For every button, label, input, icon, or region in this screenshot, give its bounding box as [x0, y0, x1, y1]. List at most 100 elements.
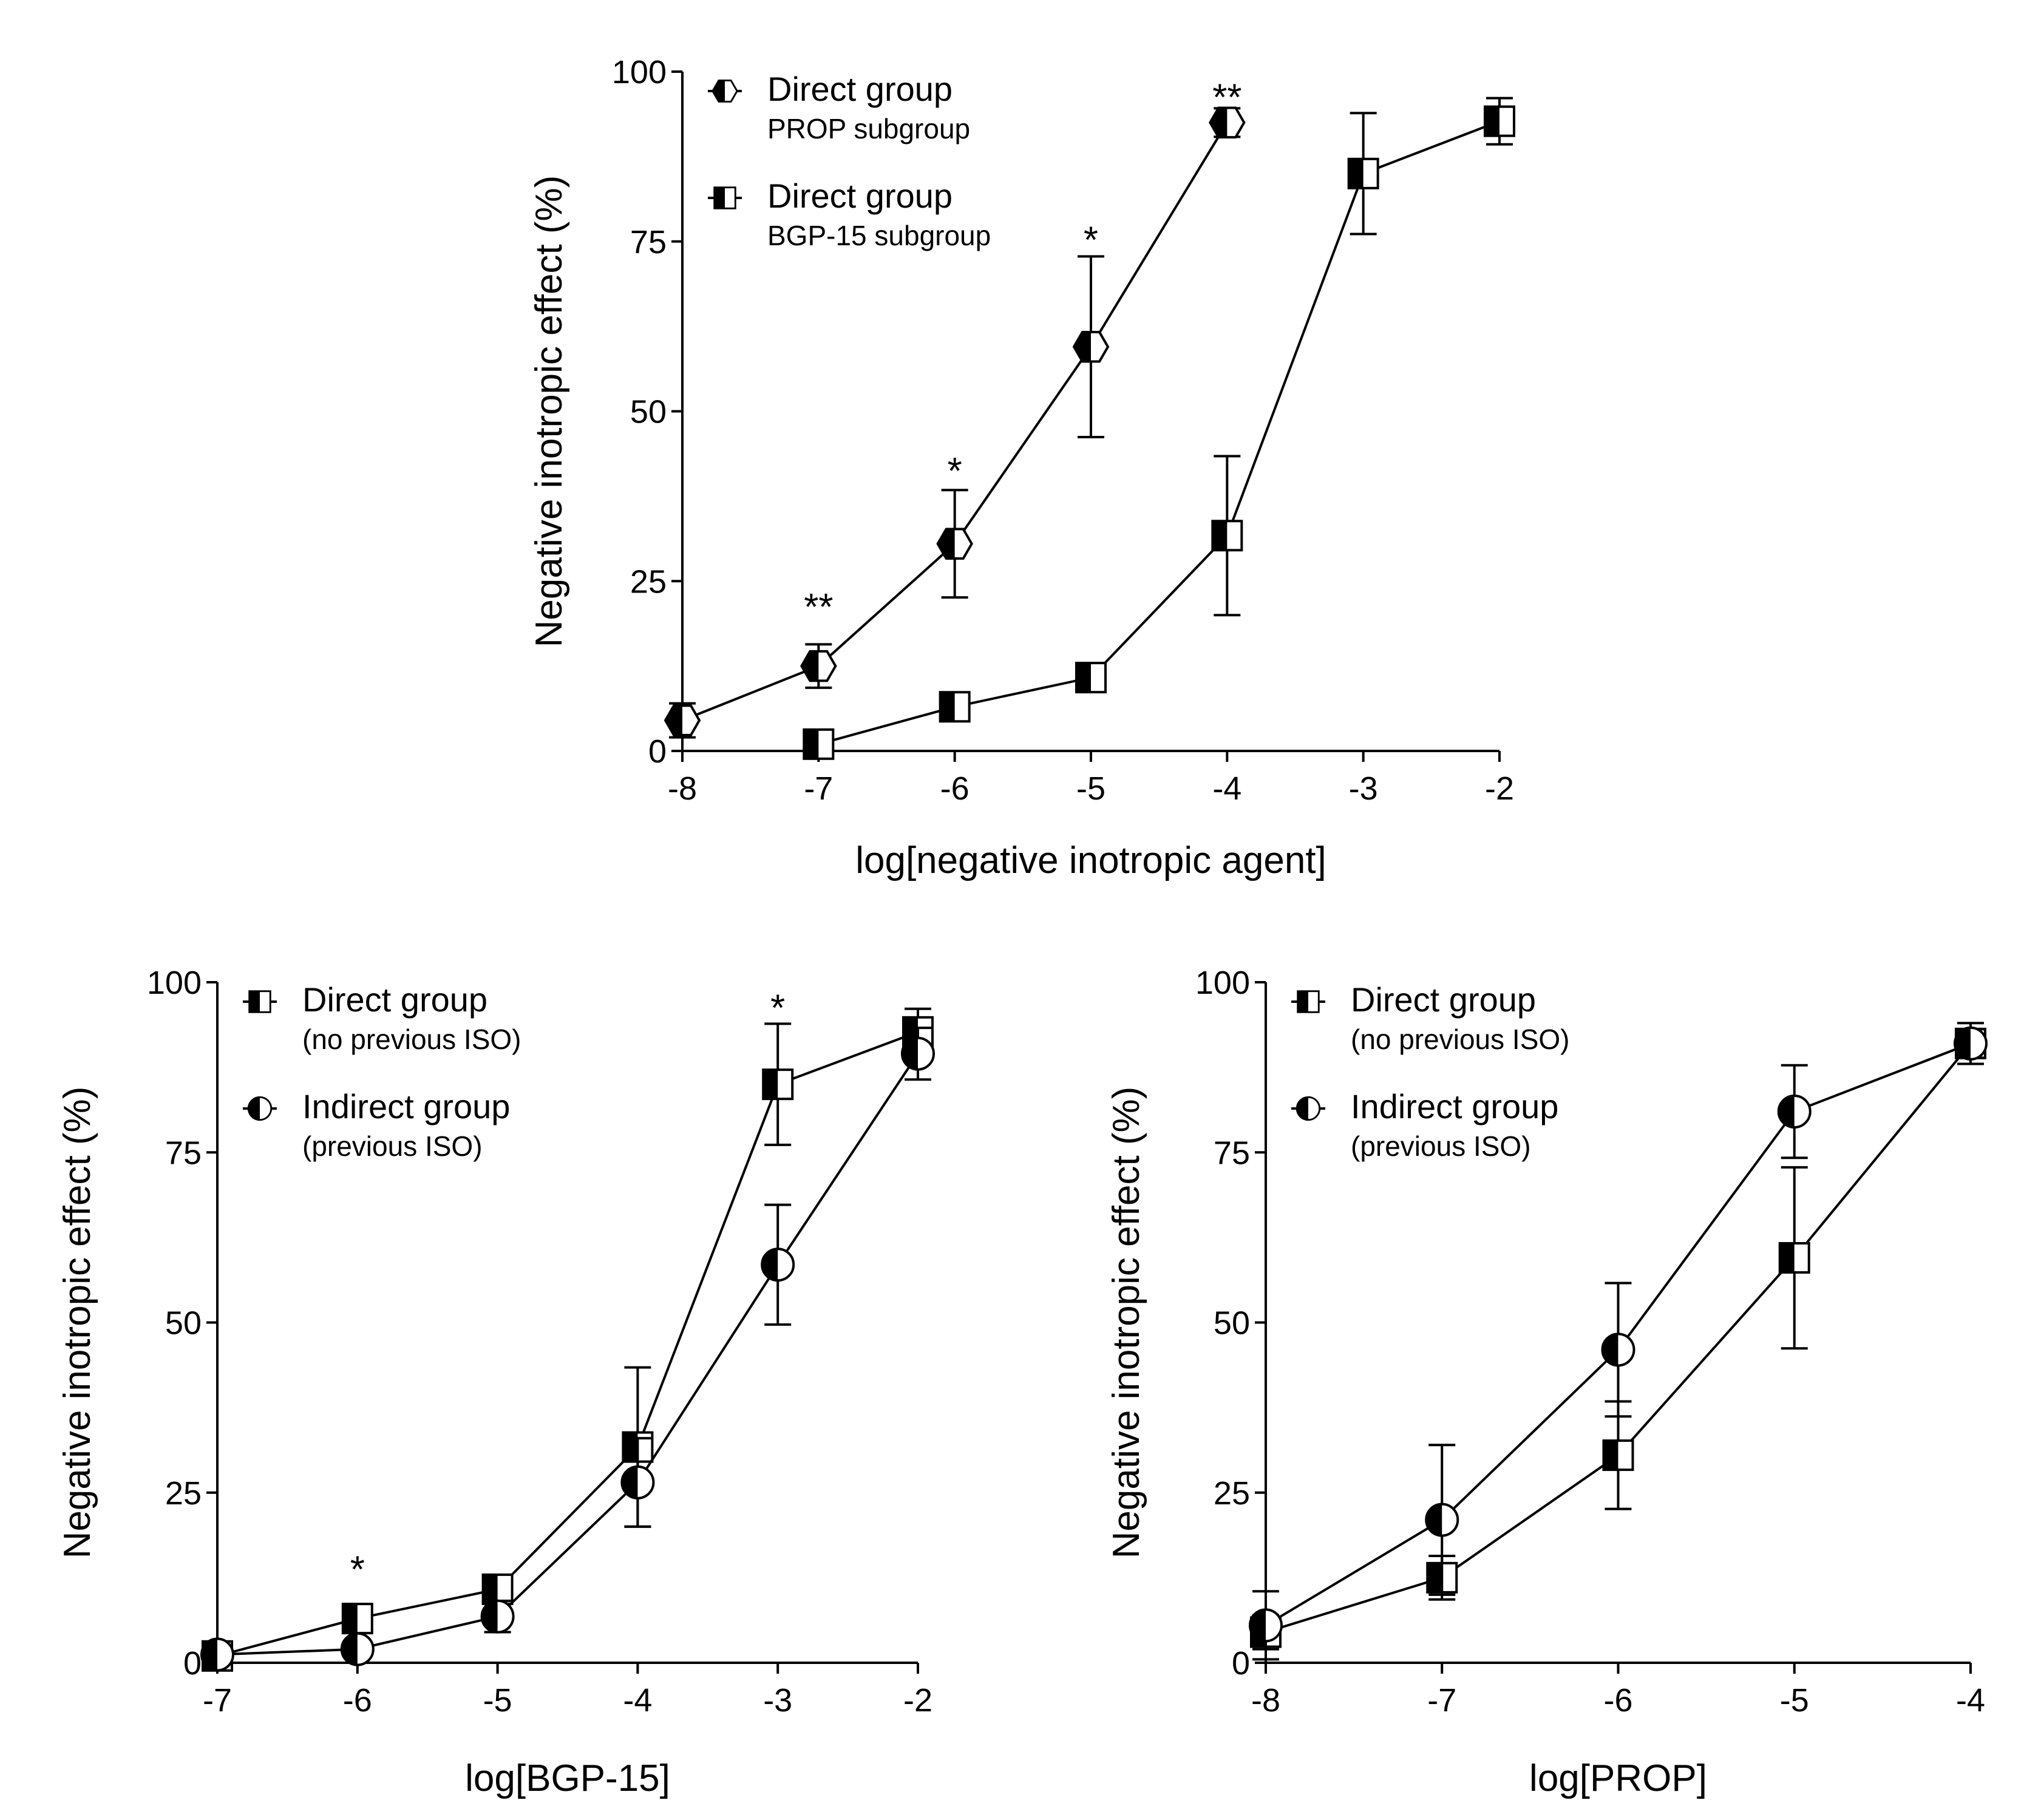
panel-bottom-left: 0 25 50 75 100 -7 -6 -5 -4 -3 -2 log[BGP-15] Negativ… — [56, 965, 935, 1799]
series-line-1 — [818, 120, 1500, 745]
legend-sublabel: (previous ISO) — [302, 1130, 483, 1162]
x-tick-label: -3 — [763, 1682, 792, 1719]
data-point-s1-4 — [761, 1248, 795, 1282]
y-tick-label: 75 — [1214, 1135, 1250, 1171]
legend-marker-1 — [713, 186, 736, 209]
data-point-s0-1-fill — [342, 1604, 358, 1634]
significance-marker: * — [1084, 220, 1098, 262]
data-point-s1-2-fill — [1076, 663, 1091, 693]
y-tick-label: 100 — [147, 965, 202, 1001]
legend-marker-0-fill — [249, 991, 260, 1013]
data-point-s1-3-fill — [1778, 1095, 1795, 1127]
legend-marker-1 — [247, 1096, 273, 1121]
data-point-s1-2 — [480, 1599, 515, 1634]
y-tick-label: 0 — [648, 733, 667, 770]
panel-top: 0 25 50 75 100 -8 -7 -6 -5 -4 -3 -2 log[negative ino… — [528, 54, 1515, 881]
legend-marker-1 — [1296, 1096, 1321, 1121]
y-tick-label: 0 — [1232, 1645, 1250, 1682]
data-point-s1-3-fill — [622, 1466, 638, 1498]
x-axis-label: log[BGP-15] — [465, 1757, 670, 1799]
data-point-s0-0-fill — [665, 705, 682, 735]
legend-marker-0-fill — [1297, 991, 1308, 1013]
data-point-s1-1 — [1425, 1503, 1459, 1537]
x-tick-label: -2 — [903, 1682, 932, 1719]
data-point-s0-2 — [481, 1573, 514, 1605]
legend-label: Direct group — [767, 177, 953, 215]
series-line-1 — [217, 1053, 919, 1656]
data-point-s1-4-fill — [1955, 1027, 1971, 1059]
data-point-s0-3 — [1072, 330, 1110, 363]
data-point-s1-4-fill — [1348, 158, 1363, 188]
data-point-s1-2 — [1601, 1333, 1635, 1367]
significance-marker: ** — [1212, 77, 1241, 119]
legend-marker-0 — [248, 990, 271, 1013]
data-point-s1-2-fill — [1602, 1334, 1618, 1366]
data-point-s1-5 — [1484, 105, 1515, 137]
data-point-s1-3 — [1777, 1094, 1812, 1129]
y-tick-label: 75 — [165, 1135, 202, 1171]
data-point-s0-4 — [1209, 106, 1246, 139]
data-point-s0-4-fill — [1210, 107, 1228, 138]
y-tick-label: 50 — [630, 394, 667, 430]
data-point-s1-3-fill — [1212, 521, 1228, 551]
x-axis-label: log[PROP] — [1529, 1757, 1707, 1799]
legend-marker-0 — [1297, 990, 1320, 1013]
data-point-s0-2-fill — [937, 529, 955, 559]
data-point-s0-1 — [800, 650, 837, 682]
y-tick-label: 25 — [630, 563, 667, 600]
data-point-s1-0 — [803, 728, 835, 760]
y-axis-label: Negative inotropic effect (%) — [528, 175, 570, 648]
y-tick-label: 0 — [183, 1645, 202, 1682]
x-tick-label: -5 — [1780, 1682, 1809, 1719]
data-point-s1-0-fill — [804, 729, 819, 759]
data-point-s1-1 — [939, 691, 971, 723]
x-tick-label: -7 — [1427, 1682, 1456, 1719]
legend-sublabel: PROP subgroup — [767, 113, 970, 144]
data-point-s0-2-fill — [483, 1574, 498, 1604]
y-axis-label: Negative inotropic effect (%) — [1105, 1087, 1147, 1559]
data-point-s0-4 — [762, 1068, 794, 1101]
x-tick-label: -8 — [1251, 1682, 1280, 1719]
legend-marker-0 — [711, 80, 738, 103]
data-point-s1-1 — [340, 1632, 375, 1666]
data-point-s1-3 — [1211, 520, 1243, 552]
legend-sublabel: (no previous ISO) — [302, 1024, 521, 1055]
x-axis-label: log[negative inotropic agent] — [855, 840, 1326, 881]
data-point-s1-4 — [1347, 157, 1379, 189]
legend-marker-1-fill — [248, 1097, 260, 1120]
significance-marker: * — [948, 450, 962, 492]
legend-marker-1-fill — [1297, 1097, 1308, 1120]
data-point-s0-3-fill — [1779, 1243, 1795, 1273]
series-line-0 — [217, 1030, 919, 1657]
legend-label: Direct group — [302, 980, 487, 1019]
data-point-s1-0-fill — [202, 1638, 217, 1671]
legend-marker-0-fill — [712, 80, 725, 102]
x-tick-label: -5 — [1076, 770, 1105, 807]
x-tick-label: -3 — [1349, 770, 1378, 807]
x-tick-label: -7 — [804, 770, 833, 807]
x-tick-label: -6 — [343, 1682, 372, 1719]
x-tick-label: -6 — [1603, 1682, 1632, 1719]
data-point-s1-4-fill — [762, 1249, 778, 1281]
series-line-0 — [682, 121, 1229, 722]
significance-marker: * — [770, 988, 785, 1030]
legend-sublabel: (no previous ISO) — [1351, 1024, 1569, 1055]
legend-label: Indirect group — [302, 1087, 510, 1126]
x-tick-label: -2 — [1485, 770, 1514, 807]
data-point-s1-1-fill — [341, 1633, 358, 1665]
x-tick-label: -6 — [940, 770, 970, 807]
data-point-s1-4 — [1954, 1026, 1988, 1061]
data-point-s1-1-fill — [940, 692, 955, 722]
data-point-s0-1-fill — [1427, 1563, 1442, 1592]
significance-marker: * — [350, 1549, 365, 1591]
y-tick-label: 50 — [1214, 1305, 1250, 1342]
panel-bottom-right: 0 25 50 75 100 -8 -7 -6 -5 -4 log[PROP] Negative in… — [1105, 965, 1988, 1799]
y-tick-label: 25 — [165, 1475, 202, 1512]
data-point-s0-3 — [1778, 1242, 1810, 1274]
data-point-s0-4-fill — [763, 1070, 778, 1099]
data-point-s1-5-fill — [1485, 106, 1499, 136]
data-point-s1-0 — [1249, 1608, 1283, 1643]
legend-sublabel: (previous ISO) — [1351, 1130, 1531, 1162]
data-point-s1-5-fill — [902, 1037, 918, 1070]
legend-sublabel: BGP-15 subgroup — [767, 220, 991, 251]
